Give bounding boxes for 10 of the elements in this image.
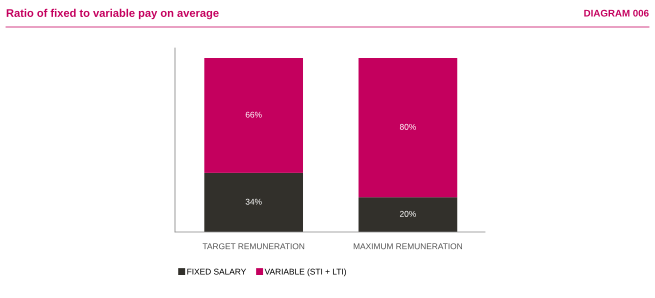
data-label: 34% <box>246 198 262 205</box>
text: DIAGRAM 006 <box>584 10 649 17</box>
legend-label: VARIABLE (STI + LTI) <box>264 268 346 276</box>
data-label: 80% <box>400 124 416 130</box>
x-tick-label: MAXIMUM REMUNERATION <box>354 243 462 250</box>
data-label: 66% <box>246 112 262 118</box>
data-label: 20% <box>400 210 416 217</box>
chart-title: Ratio of fixed to variable pay on average <box>6 8 219 20</box>
x-tick-label: TARGET REMUNERATION <box>202 243 304 250</box>
legend-label: FIXED SALARY <box>187 268 246 275</box>
